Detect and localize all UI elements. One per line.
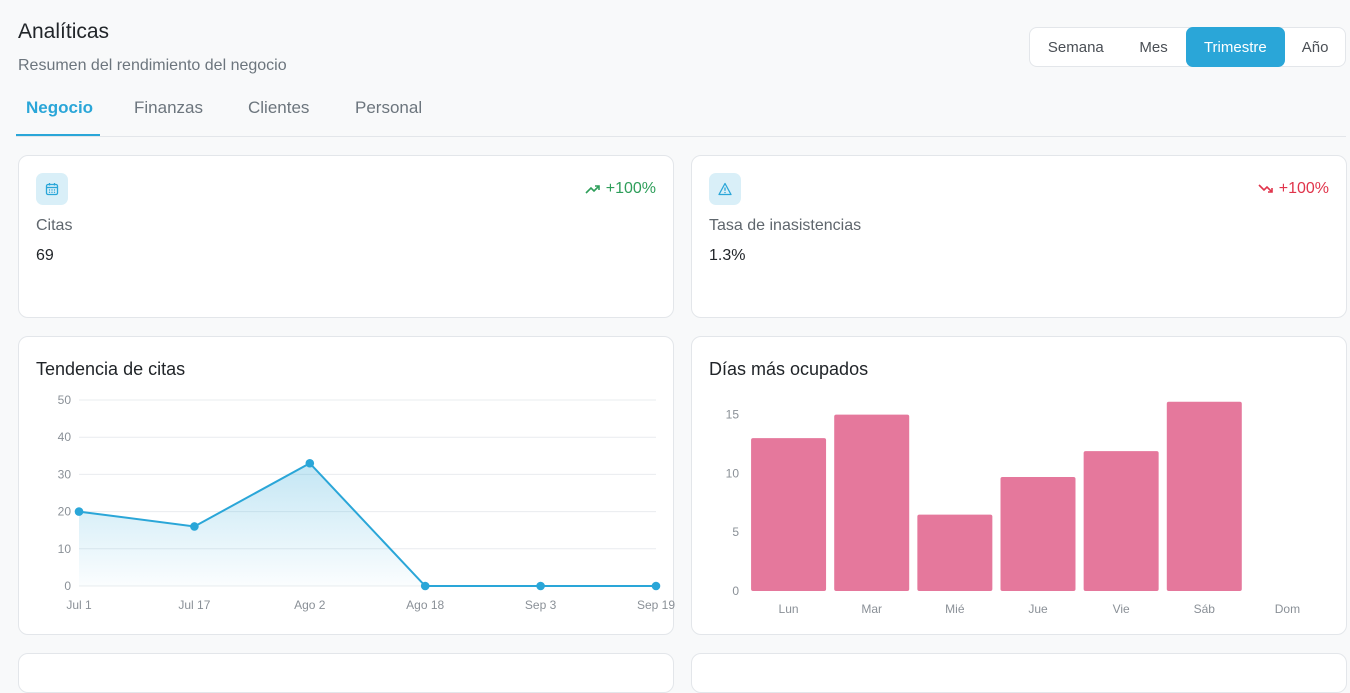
x-tick-label: Sep 3 [525, 598, 557, 612]
trending-down-icon [1258, 184, 1273, 193]
bar [1000, 476, 1076, 591]
period-button-month[interactable]: Mes [1122, 28, 1186, 66]
tab-personal[interactable]: Personal [355, 98, 423, 117]
chart-title: Tendencia de citas [36, 359, 186, 379]
bar [834, 414, 910, 591]
y-tick-label: 50 [58, 393, 72, 407]
y-tick-label: 0 [64, 579, 71, 593]
x-tick-label: Ago 2 [294, 598, 326, 612]
data-point [536, 581, 545, 591]
tab-finanzas[interactable]: Finanzas [134, 98, 203, 117]
y-tick-label: 40 [58, 430, 72, 444]
data-point [420, 581, 430, 591]
y-tick-label: 0 [732, 584, 739, 598]
kpi-trend-value: +100% [1278, 180, 1329, 197]
y-tick-label: 5 [732, 525, 739, 539]
kpi-value: 69 [36, 247, 54, 264]
kpi-card-appointments: +100% Citas 69 [18, 155, 674, 318]
x-tick-label: Jul 17 [178, 598, 210, 612]
data-point [651, 581, 661, 591]
y-tick-label: 20 [58, 505, 72, 519]
kpi-trend-value: +100% [605, 180, 656, 197]
x-tick-label: Jue [1028, 602, 1048, 616]
x-tick-label: Mié [945, 602, 965, 616]
card-partial-left [18, 653, 674, 693]
calendar-icon [36, 173, 68, 205]
y-tick-label: 10 [58, 542, 72, 556]
x-tick-label: Vie [1113, 602, 1130, 616]
kpi-label: Citas [36, 217, 73, 234]
page-title: Analíticas [18, 20, 110, 43]
bar [751, 438, 827, 591]
active-tab-indicator [16, 134, 100, 136]
x-tick-label: Jul 1 [66, 598, 92, 612]
y-tick-label: 30 [58, 467, 72, 481]
page-subtitle: Resumen del rendimiento del negocio [18, 57, 287, 74]
tab-negocio[interactable]: Negocio [26, 98, 94, 117]
bar [1166, 401, 1242, 591]
data-point [305, 458, 315, 468]
busiest-days-chart: 0 5 10 15 Lun Mar Mié Jue Vie Sáb Dom [726, 401, 1300, 616]
warning-icon [709, 173, 741, 205]
bar [917, 514, 993, 591]
kpi-label: Tasa de inasistencias [709, 217, 862, 234]
x-tick-label: Dom [1275, 602, 1300, 616]
period-button-year[interactable]: Año [1285, 28, 1345, 66]
period-button-week[interactable]: Semana [1030, 28, 1122, 66]
x-tick-label: Lun [779, 602, 799, 616]
tab-clientes[interactable]: Clientes [248, 98, 310, 117]
x-tick-label: Sep 19 [637, 598, 675, 612]
tab-bar: Negocio Finanzas Clientes Personal [16, 90, 1346, 137]
bar [1083, 451, 1159, 591]
y-tick-label: 15 [726, 408, 740, 422]
x-tick-label: Mar [861, 602, 882, 616]
kpi-trend-no-show: +100% [1258, 180, 1329, 198]
appointments-trend-card: Tendencia de citas 0 10 20 30 40 50 Jul 1 Jul 1… [18, 336, 675, 635]
kpi-card-no-show-rate: +100% Tasa de inasistencias 1.3% [691, 155, 1347, 318]
chart-title: Días más ocupados [709, 359, 869, 379]
kpi-value: 1.3% [709, 247, 746, 264]
data-point [190, 522, 199, 531]
appointments-trend-chart: 0 10 20 30 40 50 Jul 1 Jul 17 Ago 2 Ago 18 Sep 3 Se… [58, 393, 675, 612]
busiest-days-card: Días más ocupados 0 5 10 15 Lun Mar Mié Jue Vie S… [691, 336, 1347, 635]
series-line [78, 461, 656, 587]
x-tick-label: Sáb [1194, 602, 1216, 616]
data-point [74, 507, 84, 516]
trending-up-icon [585, 185, 600, 194]
period-toggle: Semana Mes Trimestre Año [1029, 27, 1346, 67]
y-tick-label: 10 [726, 466, 740, 480]
card-partial-right [691, 653, 1347, 693]
period-button-quarter[interactable]: Trimestre [1185, 27, 1286, 67]
x-tick-label: Ago 18 [406, 598, 444, 612]
kpi-trend-appointments: +100% [585, 180, 656, 198]
